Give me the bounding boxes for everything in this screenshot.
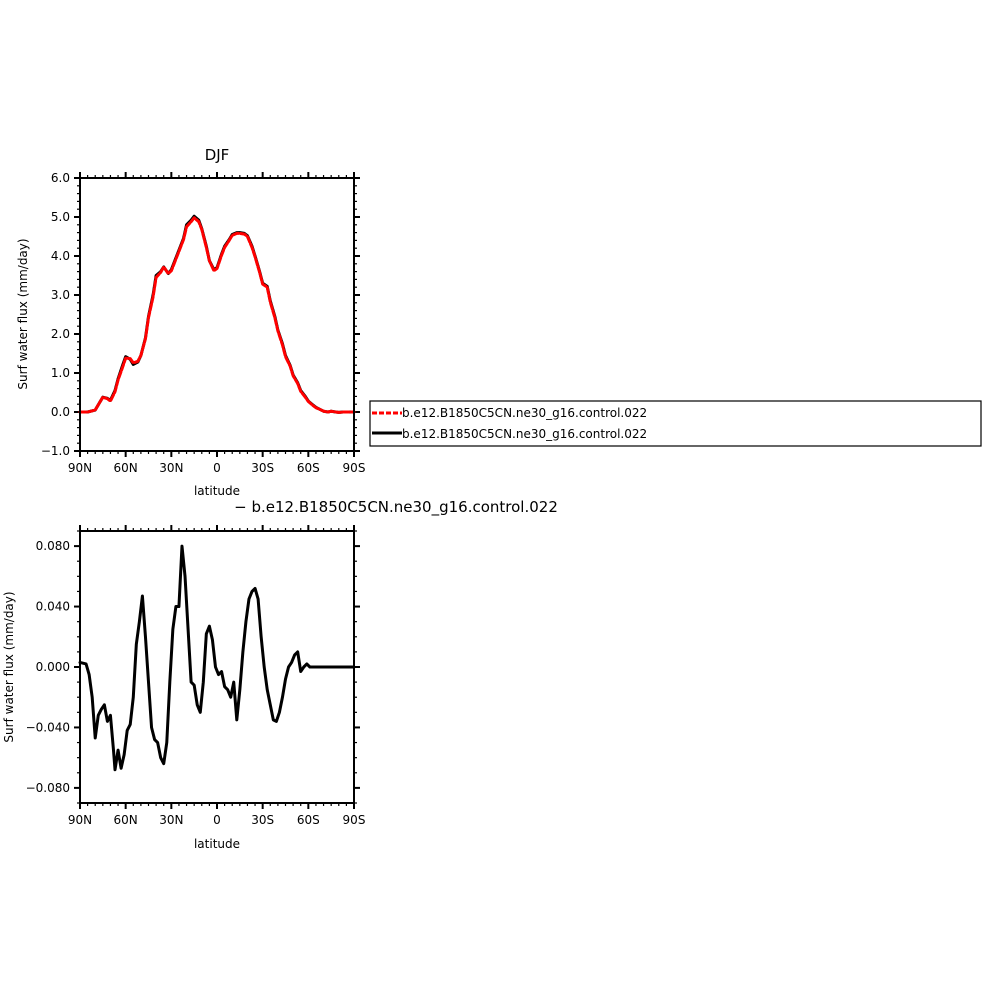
bottom-series-line-0 xyxy=(78,544,356,772)
top-x-tick-label: 60N xyxy=(114,461,138,475)
top-y-tick-label: 1.0 xyxy=(51,366,70,380)
top-x-tick-label: 0 xyxy=(213,461,221,475)
top-x-axis-title: latitude xyxy=(194,484,240,498)
top-tick-layer: 90N 60N 30N 0 30S 60S 90S −1.0 0.0 1.0 2.0 3.0 4.0 5.… xyxy=(41,171,366,475)
legend: b.e12.B1850C5CN.ne30_g16.control.022 b.e… xyxy=(369,400,982,447)
bottom-x-tick-label: 90S xyxy=(343,813,366,827)
top-y-axis-title: Surf water flux (mm/day) xyxy=(16,238,30,389)
bottom-y-tick-label: 0.040 xyxy=(36,600,70,614)
top-x-tick-label: 30S xyxy=(251,461,274,475)
top-x-tick-label: 30N xyxy=(159,461,183,475)
bottom-y-axis-title: Surf water flux (mm/day) xyxy=(2,591,16,742)
top-y-tick-label: 5.0 xyxy=(51,210,70,224)
top-y-tick-label: 6.0 xyxy=(51,171,70,185)
top-series-layer xyxy=(78,214,356,414)
bottom-y-tick-label: −0.080 xyxy=(26,781,70,795)
top-y-tick-label: 2.0 xyxy=(51,327,70,341)
top-plot-frame xyxy=(79,177,355,452)
bottom-x-axis-title: latitude xyxy=(194,837,240,851)
top-chart-title: DJF xyxy=(205,146,230,164)
bottom-y-tick-label: 0.080 xyxy=(36,539,70,553)
bottom-series-layer xyxy=(78,544,356,772)
top-y-tick-label: −1.0 xyxy=(41,444,70,458)
bottom-chart-title: − b.e12.B1850C5CN.ne30_g16.control.022 xyxy=(234,498,558,517)
top-x-tick-label: 60S xyxy=(297,461,320,475)
bottom-tick-layer: 90N 60N 30N 0 30S 60S 90S −0.080 −0.040 0.000 0.04… xyxy=(26,525,366,827)
top-y-tick-label: 0.0 xyxy=(51,405,70,419)
top-x-tick-label: 90N xyxy=(68,461,92,475)
bottom-y-axis-title-clip: Surf water flux (mm/day) xyxy=(2,591,16,742)
bottom-x-tick-label: 30S xyxy=(251,813,274,827)
bottom-x-tick-label: 0 xyxy=(213,813,221,827)
bottom-x-tick-label: 90N xyxy=(68,813,92,827)
bottom-x-tick-label: 60S xyxy=(297,813,320,827)
legend-label-black: b.e12.B1850C5CN.ne30_g16.control.022 xyxy=(402,427,647,441)
bottom-y-tick-label: −0.040 xyxy=(26,720,70,734)
bottom-chart: − b.e12.B1850C5CN.ne30_g16.control.022 9… xyxy=(2,498,558,851)
legend-box xyxy=(369,400,982,447)
bottom-x-tick-label: 30N xyxy=(159,813,183,827)
bottom-plot-frame xyxy=(79,530,355,804)
bottom-y-tick-label: 0.000 xyxy=(36,660,70,674)
top-y-tick-label: 4.0 xyxy=(51,249,70,263)
top-series-line-1 xyxy=(78,216,356,414)
top-y-tick-label: 3.0 xyxy=(51,288,70,302)
bottom-x-tick-label: 60N xyxy=(114,813,138,827)
top-x-tick-label: 90S xyxy=(343,461,366,475)
legend-label-red: b.e12.B1850C5CN.ne30_g16.control.022 xyxy=(402,406,647,420)
top-series-line-0 xyxy=(78,214,356,414)
top-chart: DJF 90N 60N 30N 0 30S 60S 90S −1.0 0.0 1.0 2.0 3.0 4… xyxy=(16,146,365,498)
